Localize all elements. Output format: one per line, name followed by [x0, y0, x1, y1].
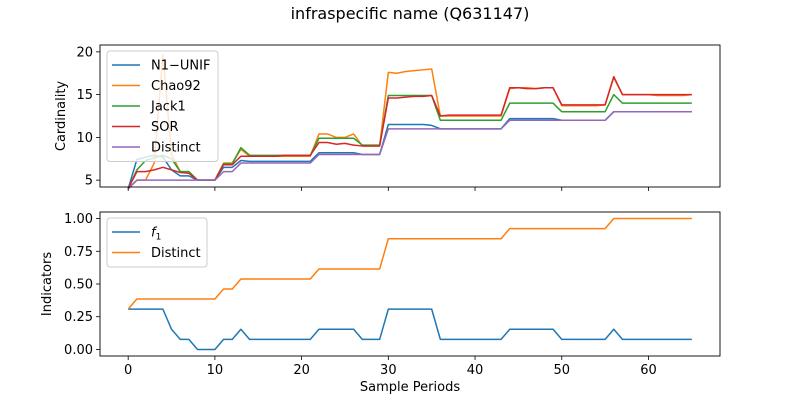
x-tick-label: 40 [467, 363, 484, 378]
cardinality-panel: 5 10 15 20 Cardinality N1−UNIF Chao92 Jack1 SOR D… [54, 44, 721, 191]
legend-label: SOR [151, 120, 179, 135]
x-axis-label: Sample Periods [360, 380, 460, 395]
legend-label: Jack1 [150, 100, 186, 115]
legend-label: N1−UNIF [151, 59, 210, 74]
legend-box [106, 50, 219, 162]
indicators-panel: 0 10 20 30 40 50 60 0.00 0.25 0.50 0.75 1.00 Indicat… [40, 211, 721, 395]
x-tick-label: 60 [640, 363, 657, 378]
y-tick-label: 15 [76, 88, 93, 103]
y-tick-label: 10 [76, 131, 93, 146]
figure-title: infraspecific name (Q631147) [291, 4, 530, 23]
y-tick-label: 0.50 [64, 278, 93, 293]
x-tick-label: 50 [553, 363, 570, 378]
x-tick-label: 10 [207, 363, 224, 378]
y-axis-label: Indicators [40, 252, 55, 316]
y-tick-label: 0.00 [64, 343, 93, 358]
y-tick-label: 0.25 [64, 310, 93, 325]
legend-box [106, 217, 208, 268]
axes-frame [99, 44, 721, 188]
x-tick-label: 30 [380, 363, 397, 378]
y-tick-label: 20 [76, 45, 93, 60]
y-tick-label: 0.75 [64, 245, 93, 260]
x-tick-label: 20 [293, 363, 310, 378]
series-line-distinct [127, 110, 692, 190]
legend-label: Distinct [151, 246, 201, 261]
y-axis-label: Cardinality [54, 81, 69, 152]
x-tick-label: 0 [124, 363, 132, 378]
legend: f1 Distinct [106, 217, 208, 268]
series-line-distinct [127, 217, 692, 310]
legend-label: Distinct [151, 141, 201, 156]
series-line-sor [127, 75, 692, 190]
y-tick-label: 1.00 [64, 212, 93, 227]
legend-label: Chao92 [151, 79, 201, 94]
y-tick-label: 5 [85, 174, 93, 189]
legend-label: f1 [151, 226, 161, 243]
series-line-f1 [128, 308, 692, 351]
legend: N1−UNIF Chao92 Jack1 SOR Distinct [106, 50, 219, 162]
